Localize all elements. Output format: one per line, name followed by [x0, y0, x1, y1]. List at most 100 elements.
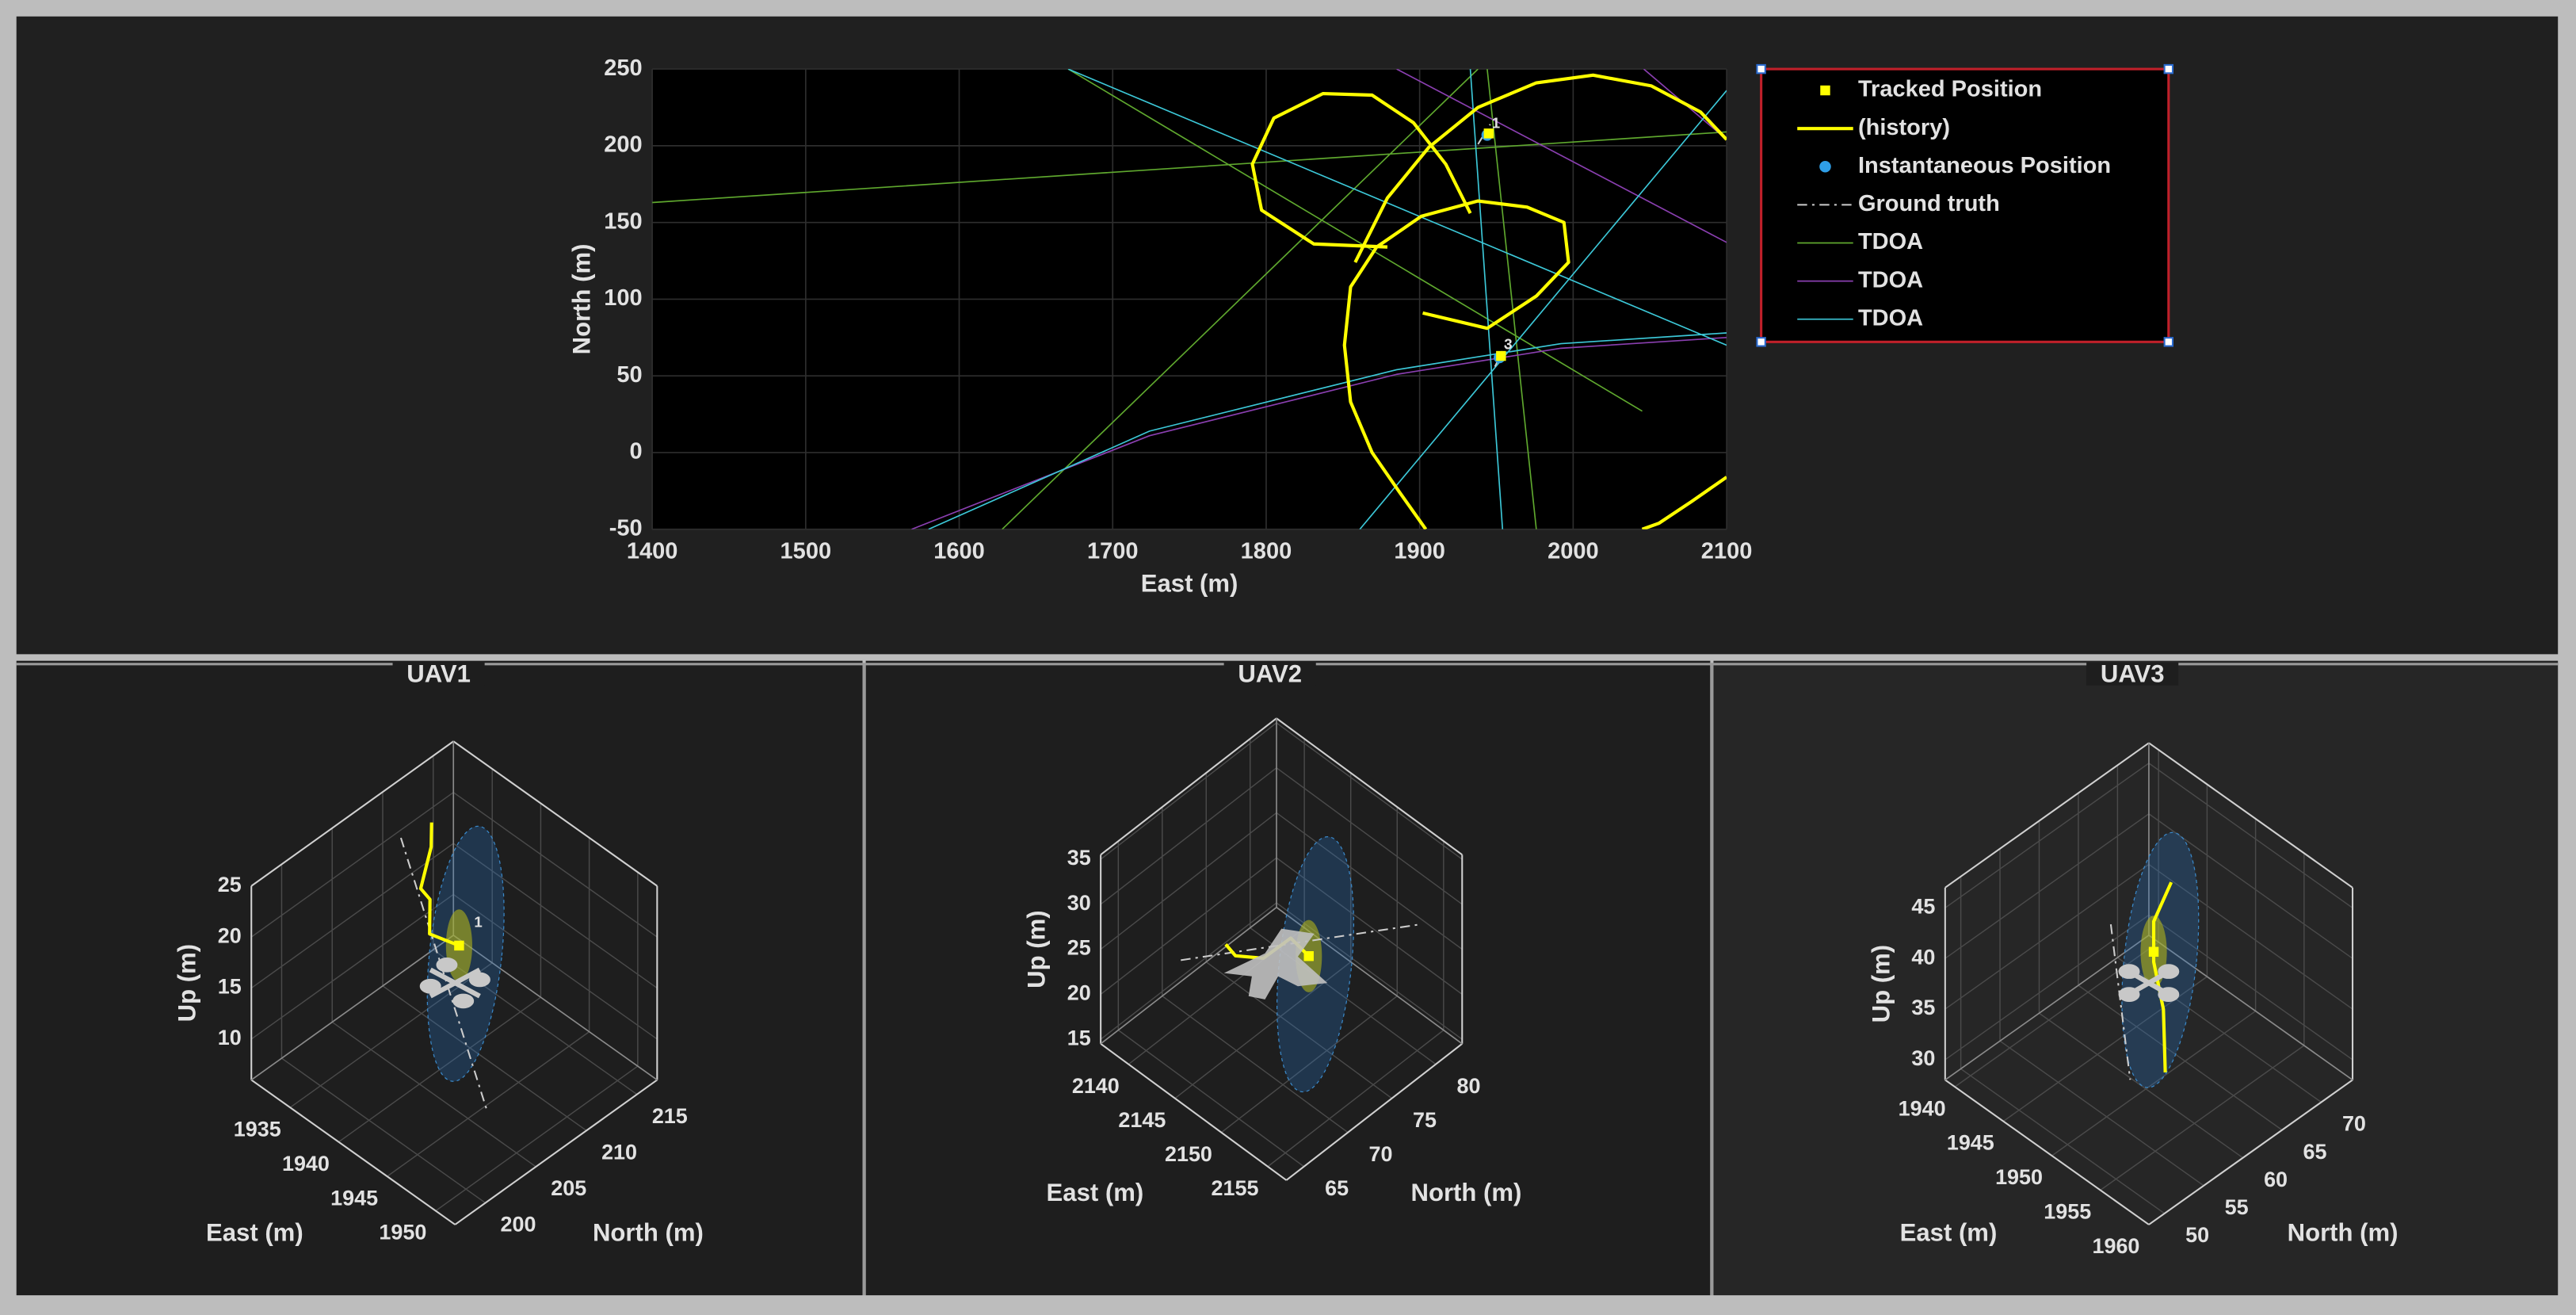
legend-label: Ground truth [1858, 191, 2000, 216]
y-axis-label: North (m) [1411, 1179, 1522, 1206]
grid-line [1267, 1030, 1444, 1168]
y-tick-label: 200 [501, 1213, 536, 1237]
uav-icon [2118, 964, 2180, 1002]
grid-line [2148, 863, 2353, 1010]
x-tick-label: 2140 [1072, 1074, 1120, 1098]
x-tick-label: 2155 [1212, 1176, 1259, 1200]
x-tick-label: 1800 [1241, 538, 1292, 564]
box-edge [1100, 907, 1277, 1045]
handle[interactable] [1756, 63, 1766, 75]
z-tick-label: 40 [1911, 945, 1935, 969]
legend-label: TDOA [1858, 229, 1923, 254]
tracked-marker [454, 940, 464, 951]
title-backdrop [2086, 662, 2179, 686]
grid-line [452, 843, 658, 989]
annotation: 3 [1504, 335, 1512, 352]
grid-line [338, 996, 541, 1143]
axis-edge [2148, 1079, 2353, 1225]
axis-edge [1944, 1079, 2150, 1225]
axis-edge [454, 1079, 658, 1225]
grid-line [1100, 722, 1277, 860]
z-tick-label: 30 [1911, 1046, 1935, 1070]
annotation: 1 [474, 913, 482, 930]
drone-rotor [2158, 987, 2180, 1002]
x-tick-label: 1960 [2092, 1234, 2139, 1258]
z-tick-label: 20 [1067, 981, 1091, 1004]
z-tick-label: 25 [1067, 936, 1091, 960]
grid-line [1944, 863, 2150, 1010]
x-tick-label: 2100 [1701, 538, 1753, 564]
x-tick-label: 1500 [780, 538, 832, 564]
panel-uav1 [16, 660, 863, 1296]
x-tick-label: 1945 [1947, 1131, 1994, 1155]
y-tick-label: 70 [2342, 1112, 2366, 1136]
drone-arm [429, 967, 481, 999]
grid-line [2051, 1010, 2257, 1156]
box-edge [250, 935, 454, 1081]
handle[interactable] [2163, 63, 2174, 75]
title-backdrop [1223, 662, 1316, 686]
track-line [418, 822, 460, 947]
grid-line [1117, 1030, 1305, 1168]
y-axis-label: North (m) [2288, 1219, 2399, 1247]
grid-line [281, 1057, 486, 1204]
x-tick-label: 1600 [933, 538, 985, 564]
tracked-marker [2148, 946, 2159, 958]
y-tick-label: 65 [2303, 1140, 2327, 1164]
y-tick-label: 210 [601, 1140, 637, 1164]
axis-edge [250, 740, 454, 887]
box-edge [2148, 935, 2353, 1081]
y-tick-label: -50 [609, 515, 643, 541]
axis-edge [1100, 1042, 1288, 1181]
drone-rotor [2118, 964, 2140, 979]
z-tick-label: 30 [1067, 891, 1091, 915]
axis-edge [2148, 742, 2353, 889]
grid-line [2078, 984, 2283, 1131]
legend-label: Tracked Position [1858, 77, 2042, 102]
track-line [2151, 881, 2173, 1072]
axis-edge [1276, 717, 1463, 856]
z-tick-label: 15 [1067, 1026, 1091, 1049]
x-tick-label: 1935 [234, 1117, 281, 1141]
grid-line [331, 1021, 536, 1168]
y-tick-label: 100 [604, 285, 642, 311]
handle[interactable] [2163, 337, 2174, 347]
panel-title: UAV3 [2101, 660, 2165, 688]
grid-line [1960, 1068, 2166, 1214]
x-tick-label: 1400 [627, 538, 678, 564]
z-tick-label: 10 [218, 1026, 242, 1049]
z-axis-label: Up (m) [1867, 945, 1895, 1023]
x-tick-label: 2150 [1165, 1142, 1212, 1166]
x-tick-label: 1955 [2044, 1200, 2091, 1224]
grid-line [1944, 763, 2150, 908]
tdoa-line [652, 69, 1727, 529]
grid-line [1276, 767, 1463, 905]
x-axis-label: East (m) [206, 1219, 303, 1247]
axis-edge [452, 740, 658, 887]
panel-title: UAV1 [406, 660, 471, 688]
y-tick-label: 150 [604, 208, 642, 234]
y-tick-label: 205 [551, 1176, 586, 1200]
grid-line [1276, 722, 1463, 860]
handle[interactable] [1756, 337, 1766, 347]
z-axis-label: Up (m) [174, 944, 201, 1022]
legend-label: (history) [1858, 115, 1950, 140]
y-tick-label: 50 [616, 362, 642, 388]
grid-line [1100, 902, 1277, 1040]
y-tick-label: 55 [2225, 1195, 2249, 1219]
y-tick-label: 80 [1456, 1074, 1480, 1098]
legend-symbol [1819, 161, 1831, 173]
grid-line [1162, 996, 1349, 1133]
y-tick-label: 50 [2185, 1223, 2209, 1247]
legend-symbol [1820, 85, 1830, 96]
axis-edge [1285, 1043, 1463, 1181]
drone-rotor [2118, 987, 2140, 1002]
drone-rotor [419, 978, 441, 994]
grid-line [387, 1031, 590, 1177]
y-tick-label: 250 [604, 55, 642, 81]
x-axis-label: East (m) [1141, 569, 1238, 597]
grid-line [452, 792, 658, 938]
grid-line [452, 893, 658, 1040]
drone-rotor [452, 993, 475, 1009]
